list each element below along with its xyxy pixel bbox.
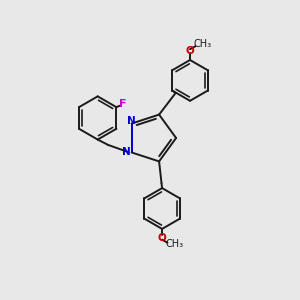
Text: CH₃: CH₃ bbox=[166, 239, 184, 250]
Text: N: N bbox=[127, 116, 135, 126]
Text: N: N bbox=[122, 148, 131, 158]
Text: F: F bbox=[119, 99, 127, 109]
Text: O: O bbox=[186, 46, 194, 56]
Text: CH₃: CH₃ bbox=[194, 39, 212, 50]
Text: O: O bbox=[158, 233, 167, 243]
